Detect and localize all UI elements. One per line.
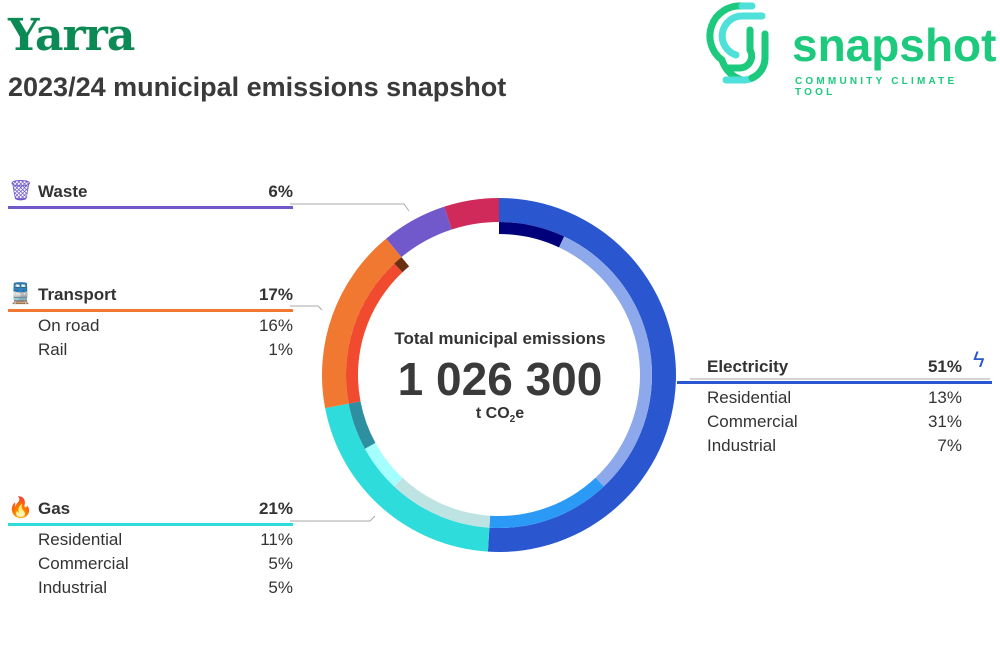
legend-transport: 🚆 Transport 17% On road 16% Rail 1% <box>8 283 293 360</box>
transport-leader-line <box>290 305 323 311</box>
lightning-icon: ϟ <box>973 347 985 372</box>
legend-name: Waste <box>38 182 88 201</box>
legend-row: Commercial 5% <box>38 554 293 573</box>
gas-leader-line <box>290 515 376 522</box>
legend-name: Gas <box>38 499 71 518</box>
logo-mark <box>706 2 769 84</box>
subslice-electricity-industrial <box>499 222 565 248</box>
subslice-electricity-residential <box>489 477 604 528</box>
legend-pct: 17% <box>258 285 293 304</box>
legend-pct: 6% <box>268 182 293 201</box>
legend-row: Residential 11% <box>38 530 293 549</box>
logo-tagline: COMMUNITY CLIMATE TOOL <box>795 76 958 98</box>
legend-name: Transport <box>38 285 117 304</box>
legend-row: Commercial 31% <box>707 412 962 431</box>
legend-row: Industrial 7% <box>707 436 962 455</box>
waste-leader-line <box>290 203 410 212</box>
subslice-transport-rail <box>394 257 410 273</box>
slice-other <box>444 198 499 230</box>
slice-transport <box>322 238 402 409</box>
slice-waste <box>386 206 452 258</box>
subslice-gas-commercial <box>364 442 403 487</box>
legend-name: Electricity <box>707 357 789 376</box>
subslice-electricity-commercial <box>559 236 652 487</box>
legend-pct: 21% <box>258 499 293 518</box>
trash-icon: 🗑 <box>8 180 34 202</box>
train-icon: 🚆 <box>8 283 33 305</box>
subslice-gas-residential <box>394 477 491 528</box>
subslice-gas-industrial <box>348 401 376 449</box>
total-unit: t CO2e <box>475 405 525 426</box>
legend-electricity: ϟ Electricity 51% Residential 13% Commerci… <box>677 347 992 456</box>
subslice-transport-on-road <box>346 263 403 404</box>
logo-wordmark: snapshot <box>792 19 997 71</box>
total-label: Total municipal emissions <box>394 329 606 348</box>
legend-waste: 🗑 Waste 6% <box>8 180 293 209</box>
legend-row: Rail 1% <box>38 340 293 359</box>
slice-gas <box>325 403 490 552</box>
page-title: Yarra <box>8 10 135 61</box>
legend-row: Residential 13% <box>707 388 962 407</box>
legend-gas: 🔥 Gas 21% Residential 11% Commercial 5% Ind… <box>8 497 293 598</box>
flame-icon: 🔥 <box>8 497 33 519</box>
slice-electricity <box>487 198 677 552</box>
legend-pct: 51% <box>927 357 962 376</box>
page-subtitle: 2023/24 municipal emissions snapshot <box>8 72 507 102</box>
total-value: 1 026 300 <box>397 353 603 405</box>
legend-row: On road 16% <box>38 316 293 335</box>
legend-row: Industrial 5% <box>38 578 293 597</box>
